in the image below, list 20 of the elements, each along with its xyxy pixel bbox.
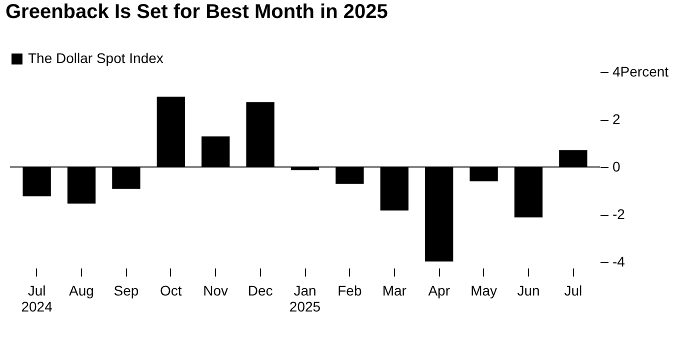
x-tick-label: Mar bbox=[382, 282, 407, 298]
x-tick-label: Sep bbox=[114, 282, 139, 298]
x-tick-label: Jul bbox=[564, 282, 582, 298]
x-tick-label: Jun bbox=[517, 282, 540, 298]
y-tick-label: 4Percent bbox=[612, 64, 669, 80]
x-tick-label: Nov bbox=[203, 282, 228, 298]
x-tick-label: Aug bbox=[69, 282, 94, 298]
x-tick-label: Apr bbox=[428, 282, 450, 298]
x-tick-label: Jan 2025 bbox=[289, 282, 321, 314]
y-tick-label: -2 bbox=[612, 206, 626, 222]
legend-label: The Dollar Spot Index bbox=[28, 50, 164, 66]
x-tick-label: Jul 2024 bbox=[21, 282, 53, 314]
x-tick-label: Dec bbox=[248, 282, 273, 298]
y-tick-label: 0 bbox=[612, 158, 620, 174]
y-tick-label: 2 bbox=[612, 111, 620, 127]
x-tick-label: Oct bbox=[160, 282, 182, 298]
x-tick-label: May bbox=[470, 282, 498, 298]
x-tick-label: Feb bbox=[338, 282, 362, 298]
y-tick-label: -4 bbox=[612, 254, 626, 270]
chart-title: Greenback Is Set for Best Month in 2025 bbox=[6, 1, 388, 23]
